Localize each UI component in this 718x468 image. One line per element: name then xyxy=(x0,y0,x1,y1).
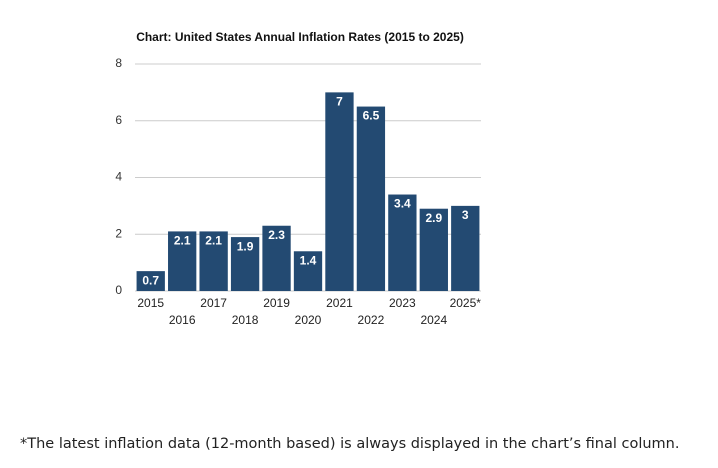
value-label: 1.4 xyxy=(300,253,317,267)
x-tick-label: 2016 xyxy=(169,313,196,327)
value-label: 2.1 xyxy=(205,234,222,248)
bar xyxy=(168,231,197,291)
value-label: 3 xyxy=(462,208,469,222)
y-tick-label: 6 xyxy=(115,113,122,127)
y-tick-label: 2 xyxy=(115,226,122,240)
x-tick-label: 2017 xyxy=(200,296,227,310)
bar xyxy=(262,225,291,291)
footnote: *The latest inflation data (12-month bas… xyxy=(20,436,680,452)
y-tick-label: 4 xyxy=(115,170,122,184)
x-tick-label: 2020 xyxy=(295,313,322,327)
value-label: 7 xyxy=(336,95,343,109)
bar xyxy=(293,251,323,291)
value-label: 3.4 xyxy=(394,197,411,211)
value-label: 1.9 xyxy=(237,239,254,253)
x-tick-label: 2015 xyxy=(137,296,164,310)
chart-title: Chart: United States Annual Inflation Ra… xyxy=(136,30,464,44)
bar xyxy=(356,106,386,291)
x-tick-label: 2023 xyxy=(389,296,416,310)
chart: Chart: United States Annual Inflation Ra… xyxy=(115,30,482,327)
bar xyxy=(419,208,448,291)
x-tick-label: 2019 xyxy=(263,296,290,310)
value-label: 0.7 xyxy=(142,273,159,287)
x-tick-label: 2025* xyxy=(450,296,482,310)
bar xyxy=(136,271,165,291)
x-tick-label: 2022 xyxy=(358,313,385,327)
bar xyxy=(325,92,354,291)
y-tick-label: 8 xyxy=(115,56,122,70)
value-label: 2.1 xyxy=(174,234,191,248)
bar xyxy=(451,205,480,291)
x-tick-label: 2018 xyxy=(232,313,259,327)
x-tick-label: 2024 xyxy=(420,313,447,327)
value-label: 2.9 xyxy=(425,211,442,225)
value-label: 6.5 xyxy=(363,109,380,123)
value-label: 2.3 xyxy=(268,228,285,242)
bar xyxy=(388,194,417,291)
bar xyxy=(199,231,228,291)
y-tick-label: 0 xyxy=(115,283,122,297)
x-tick-label: 2021 xyxy=(326,296,353,310)
bar xyxy=(230,237,260,291)
